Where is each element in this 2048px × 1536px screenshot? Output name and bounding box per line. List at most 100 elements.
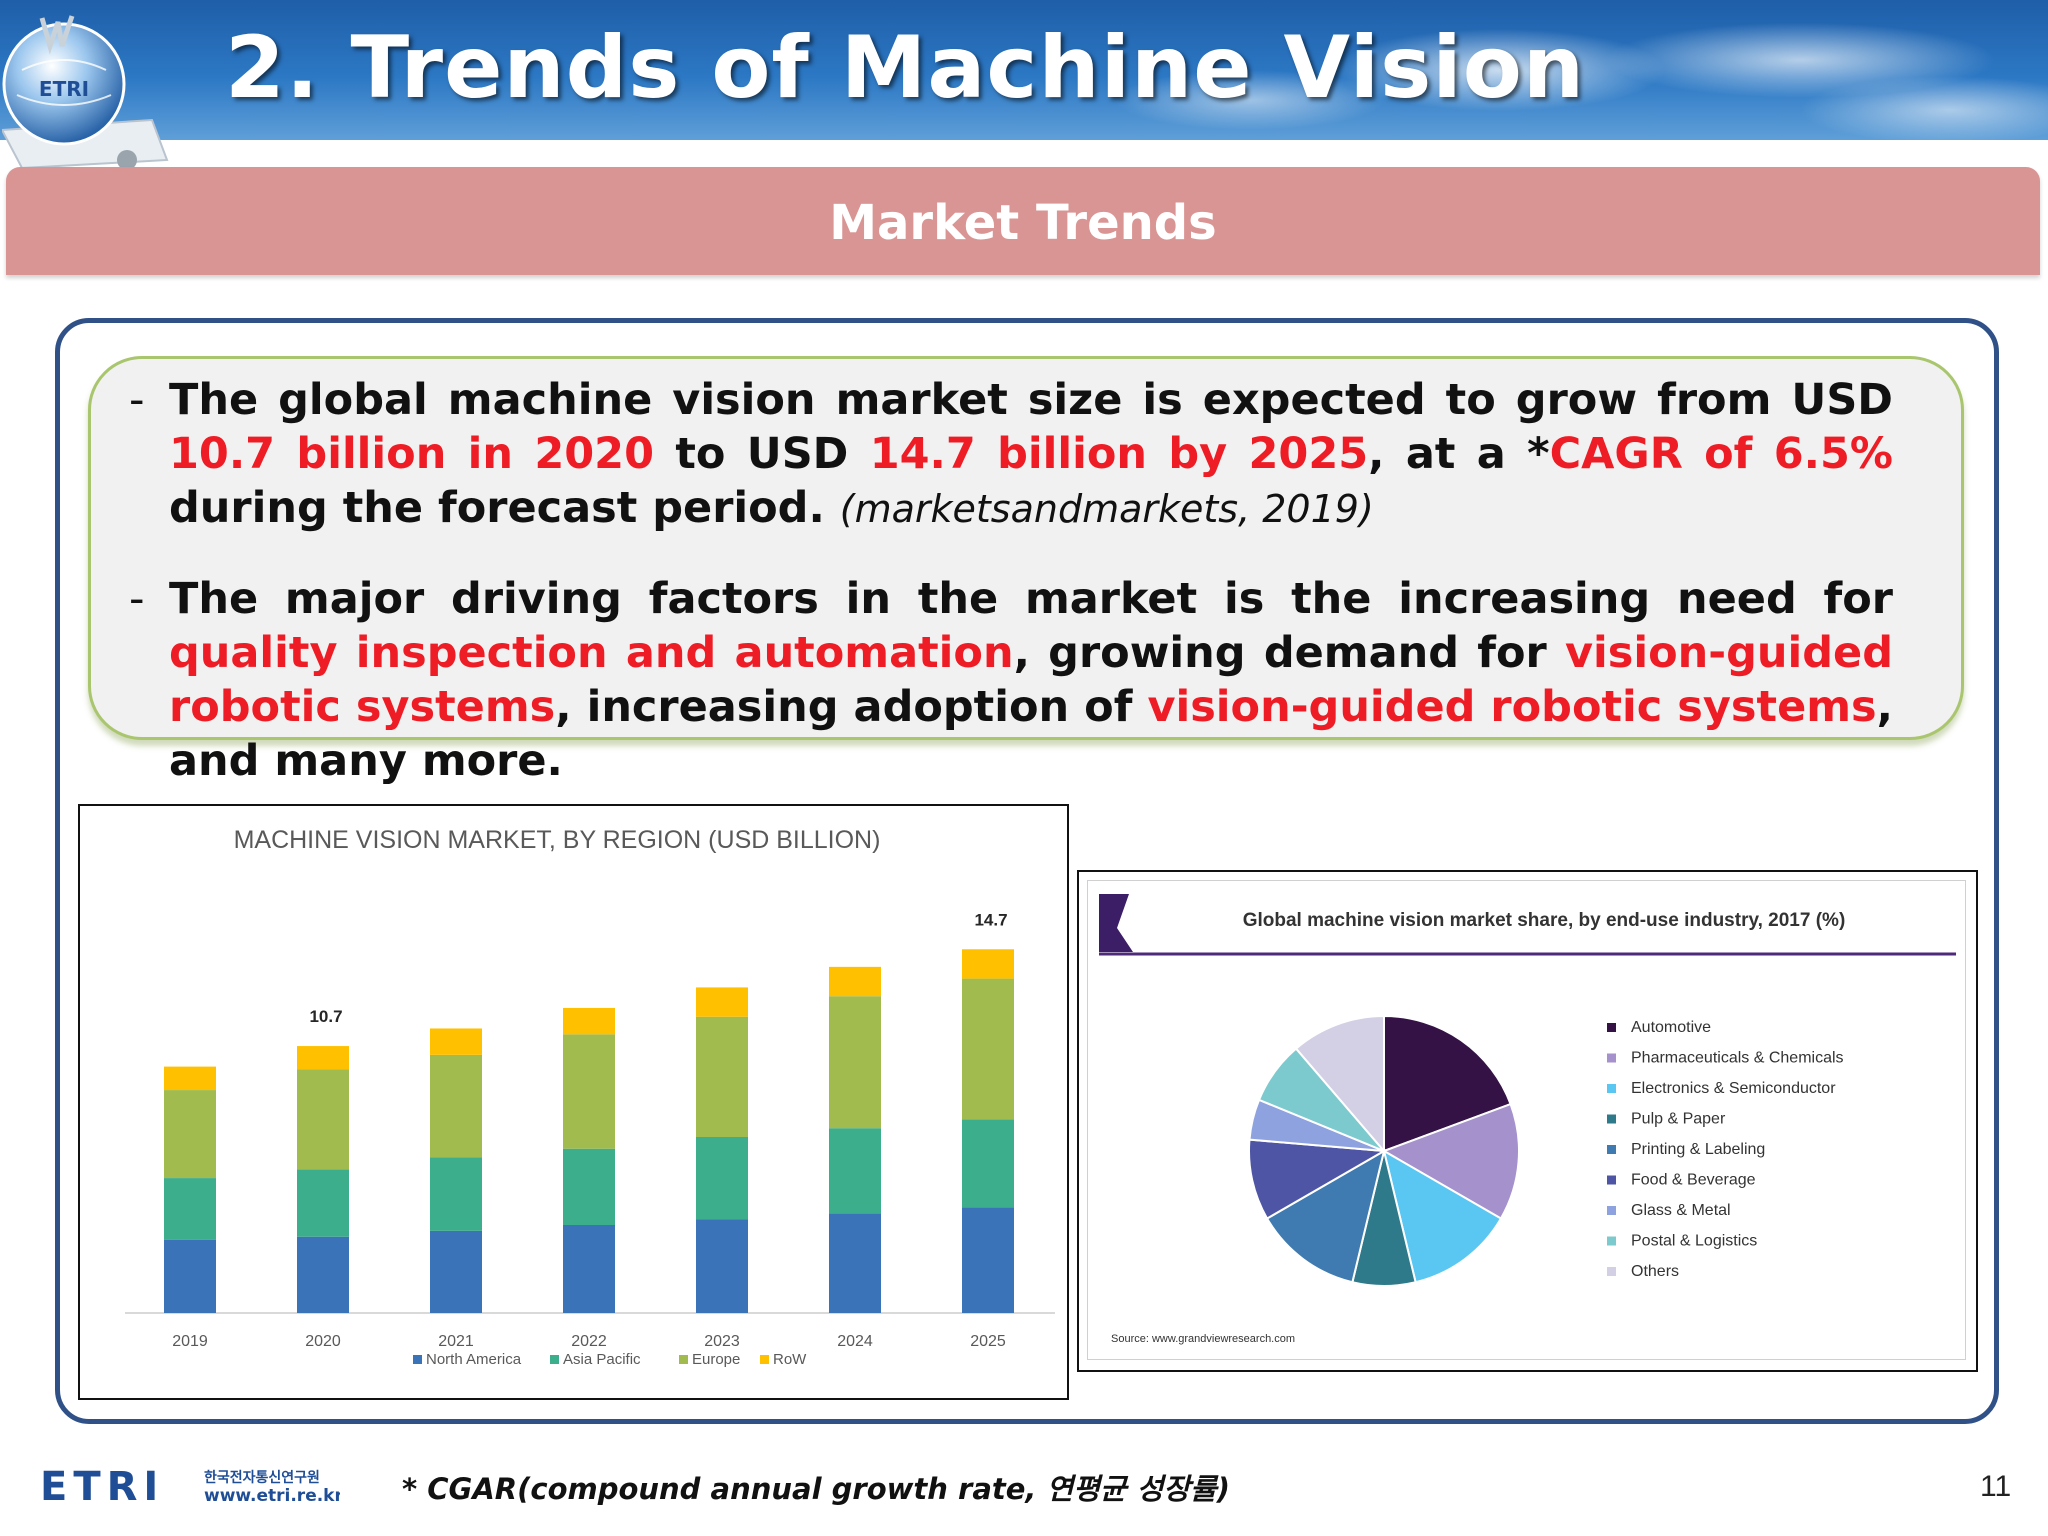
bar-segment-europe xyxy=(962,978,1014,1120)
bar-segment-europe xyxy=(829,996,881,1129)
legend-swatch xyxy=(679,1355,688,1364)
pie-chart-inner-frame xyxy=(1087,880,1966,1360)
bullet-segment: The major driving factors in the market … xyxy=(169,574,1893,624)
footer-logo-url: www.etri.re.kr xyxy=(204,1486,340,1506)
highlight-text: vision-guided robotic systems xyxy=(1147,682,1877,732)
pie-legend-label: Pulp & Paper xyxy=(1631,1111,1726,1128)
pie-slice-automotive xyxy=(1383,1014,1512,1153)
bullet-segment: , and many more. xyxy=(169,682,1893,786)
bar-segment-asia-pacific xyxy=(829,1128,881,1214)
bar-total-label: 10.7 xyxy=(309,1007,342,1026)
bullet-dash: - xyxy=(129,375,145,425)
bullet-segment: to USD xyxy=(654,429,870,479)
x-tick-label: 2025 xyxy=(970,1333,1006,1350)
bar-segment-north-america xyxy=(430,1230,482,1313)
bullet-segment: The global machine vision market size is… xyxy=(169,375,1893,425)
pie-slice-pharmaceuticals-chemicals xyxy=(1381,1102,1520,1220)
pie-chart-title: Global machine vision market share, by e… xyxy=(1243,910,1846,931)
legend-swatch xyxy=(550,1355,559,1364)
highlight-text: CAGR of 6.5% xyxy=(1549,429,1893,479)
bar-segment-asia-pacific xyxy=(696,1137,748,1220)
pie-legend-label: Printing & Labeling xyxy=(1631,1141,1765,1158)
bar-segment-asia-pacific xyxy=(563,1148,615,1225)
citation-text: (marketsandmarkets, 2019) xyxy=(839,487,1374,531)
bar-segment-asia-pacific xyxy=(962,1119,1014,1208)
bar-segment-europe xyxy=(696,1016,748,1137)
bullet-text: The major driving factors in the market … xyxy=(169,572,1893,788)
region-bar-chart: MACHINE VISION MARKET, BY REGION (USD BI… xyxy=(78,804,1069,1400)
pie-legend-label: Food & Beverage xyxy=(1631,1172,1756,1189)
bullet-segment: , at a * xyxy=(1368,429,1550,479)
bar-chart-svg: MACHINE VISION MARKET, BY REGION (USD BI… xyxy=(125,826,1055,1368)
pie-legend-swatch xyxy=(1607,1084,1616,1093)
pie-legend-swatch xyxy=(1607,1023,1616,1032)
x-tick-label: 2021 xyxy=(438,1333,474,1350)
bar-segment-north-america xyxy=(829,1213,881,1313)
industry-pie-chart: Global machine vision market share, by e… xyxy=(1077,870,1978,1372)
highlight-text: 14.7 billion by 2025 xyxy=(869,429,1369,479)
legend-swatch xyxy=(760,1355,769,1364)
pie-legend-label: Others xyxy=(1631,1263,1679,1280)
slide-title: 2. Trends of Machine Vision xyxy=(225,18,1586,118)
bullet-segment: , growing demand for xyxy=(1013,628,1566,678)
summary-box: - The global machine vision market size … xyxy=(88,356,1964,786)
x-tick-label: 2020 xyxy=(305,1333,341,1350)
pie-slice-food-beverage xyxy=(1248,1138,1388,1220)
pie-chart-svg: Global machine vision market share, by e… xyxy=(1099,894,1956,1345)
x-tick-label: 2022 xyxy=(571,1333,607,1350)
highlight-text: vision-guided robotic systems xyxy=(169,628,1893,732)
bar-segment-north-america xyxy=(563,1225,615,1313)
bullet-dash: - xyxy=(129,574,145,624)
pie-slice-printing-labeling xyxy=(1265,1148,1386,1284)
bar-segment-europe xyxy=(563,1034,615,1149)
highlight-text: 10.7 billion in 2020 xyxy=(169,429,655,479)
pie-slice-others xyxy=(1294,1014,1385,1154)
pie-legend-swatch xyxy=(1607,1267,1616,1276)
pie-slice-electronics-semiconductor xyxy=(1382,1148,1503,1284)
pie-legend-swatch xyxy=(1607,1236,1616,1246)
bullet-segment: , increasing adoption of xyxy=(555,682,1148,732)
bar-segment-row xyxy=(563,1007,615,1035)
pie-legend-swatch xyxy=(1607,1053,1616,1063)
bar-segment-row xyxy=(696,987,748,1017)
x-tick-label: 2024 xyxy=(837,1333,873,1350)
bar-segment-row xyxy=(430,1028,482,1055)
x-tick-label: 2019 xyxy=(172,1333,208,1350)
bar-segment-asia-pacific xyxy=(164,1178,216,1240)
bar-segment-asia-pacific xyxy=(297,1169,349,1237)
pie-legend-label: Postal & Logistics xyxy=(1631,1233,1757,1250)
pie-legend-label: Automotive xyxy=(1631,1019,1711,1036)
x-tick-label: 2023 xyxy=(704,1333,740,1350)
bar-segment-europe xyxy=(297,1069,349,1170)
bar-segment-row xyxy=(297,1046,349,1070)
highlight-text: quality inspection and automation xyxy=(169,628,1014,678)
bar-segment-europe xyxy=(164,1090,216,1179)
footer-logo-korean: 한국전자통신연구원 xyxy=(204,1469,320,1486)
legend-label: Europe xyxy=(692,1351,740,1368)
etri-footer-logo: ETRI 한국전자통신연구원 www.etri.re.kr xyxy=(40,1466,340,1506)
bar-segment-europe xyxy=(430,1054,482,1158)
bar-chart-title: MACHINE VISION MARKET, BY REGION (USD BI… xyxy=(234,826,881,854)
header-banner xyxy=(0,0,2048,140)
pie-legend-label: Glass & Metal xyxy=(1631,1202,1731,1219)
bullet-text: The global machine vision market size is… xyxy=(169,373,1893,536)
bar-segment-row xyxy=(829,966,881,997)
pie-legend-swatch xyxy=(1607,1175,1616,1185)
page-number: 11 xyxy=(1980,1470,2012,1503)
section-title: Market Trends xyxy=(829,195,1217,251)
bar-segment-row xyxy=(962,949,1014,979)
etri-globe-logo: ETRI xyxy=(2,15,169,170)
pie-source-note: Source: www.grandviewresearch.com xyxy=(1111,1333,1295,1345)
globe-logo-text: ETRI xyxy=(39,77,89,101)
legend-label: North America xyxy=(426,1351,522,1368)
bar-segment-north-america xyxy=(962,1207,1014,1313)
pie-legend-swatch xyxy=(1607,1145,1616,1154)
bullet-driving-factors: - The major driving factors in the marke… xyxy=(129,572,1893,788)
pie-legend-swatch xyxy=(1607,1206,1616,1215)
pie-legend-label: Electronics & Semiconductor xyxy=(1631,1080,1836,1097)
bar-segment-row xyxy=(164,1066,216,1091)
pie-legend-swatch xyxy=(1607,1114,1616,1124)
footnote-cagr: * CGAR(compound annual growth rate, 연평균 … xyxy=(402,1472,1230,1506)
bar-segment-north-america xyxy=(696,1219,748,1313)
bar-segment-north-america xyxy=(164,1239,216,1313)
